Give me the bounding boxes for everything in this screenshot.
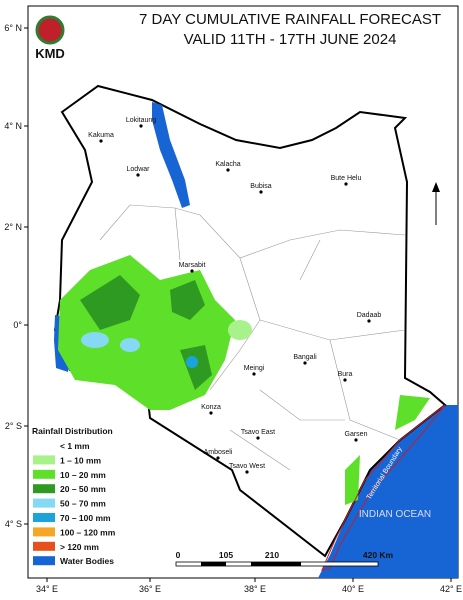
place-dot <box>226 168 230 172</box>
place-label: Dadaab <box>357 312 382 319</box>
rain-coast <box>345 455 360 505</box>
legend-label: 20 – 50 mm <box>60 484 106 494</box>
lon-label: 34° E <box>36 584 58 594</box>
place-label: Tsavo East <box>241 429 275 436</box>
place-label: Bura <box>338 371 353 378</box>
place-dot <box>190 269 194 273</box>
place-dot <box>245 470 249 474</box>
lat-label: 6° N <box>4 23 22 33</box>
rainfall-areas <box>58 255 446 571</box>
lat-label: 2° S <box>5 421 22 431</box>
place-dot <box>252 372 256 376</box>
rain-50-70 <box>120 338 140 352</box>
rain-20-50 <box>80 275 140 330</box>
north-arrow <box>432 182 440 225</box>
rain-1-10 <box>228 320 252 340</box>
place-dot <box>344 182 348 186</box>
place-dot <box>136 173 140 177</box>
place-dot <box>343 378 347 382</box>
title-line: 7 DAY CUMULATIVE RAINFALL FORECAST <box>139 11 441 28</box>
lat-label: 4° N <box>4 121 22 131</box>
scale-label: 420 Km <box>363 550 394 560</box>
place-label: Tsavo West <box>229 463 265 470</box>
lake-turkana <box>152 102 190 208</box>
legend-swatch <box>33 541 55 551</box>
logo-text: KMD <box>35 46 65 61</box>
legend-label: Water Bodies <box>60 556 114 566</box>
place-dot <box>354 438 358 442</box>
ocean <box>318 405 458 578</box>
lon-label: 40° E <box>342 584 364 594</box>
legend-label: < 1 mm <box>60 441 90 451</box>
place-dot <box>99 139 103 143</box>
legend-swatch <box>33 498 55 508</box>
legend-swatch <box>33 527 55 537</box>
lon-label: 42° E <box>440 584 462 594</box>
rain-coast <box>395 395 430 430</box>
scale-label: 0 <box>176 550 181 560</box>
place-label: Bubisa <box>250 183 272 190</box>
scale-bar-segment <box>201 562 226 566</box>
place-dot <box>139 124 143 128</box>
lon-label: 38° E <box>244 584 266 594</box>
north-arrow-head <box>432 182 440 192</box>
title-line: VALID 11TH - 17TH JUNE 2024 <box>184 31 397 48</box>
place-dot <box>209 411 213 415</box>
legend-label: 70 – 100 mm <box>60 513 111 523</box>
legend-label: 50 – 70 mm <box>60 499 106 509</box>
place-dot <box>259 190 263 194</box>
legend-title: Rainfall Distribution <box>32 426 113 436</box>
logo-emblem <box>35 15 65 45</box>
place-label: Kalacha <box>215 161 240 168</box>
place-label: Amboseli <box>204 449 233 456</box>
legend-label: > 120 mm <box>60 542 99 552</box>
scale-label: 210 <box>265 550 279 560</box>
legend-swatch <box>33 513 55 522</box>
place-dot <box>367 319 371 323</box>
legend-swatch <box>33 556 55 566</box>
place-label: Bangali <box>293 354 317 361</box>
legend-swatch <box>33 441 55 450</box>
place-label: Bute Helu <box>331 175 362 182</box>
place-label: Lokitaung <box>126 117 156 124</box>
lat-label: 2° N <box>4 222 22 232</box>
place-label: Konza <box>201 404 221 411</box>
ocean-label: INDIAN OCEAN <box>359 509 431 520</box>
legend-label: 1 – 10 mm <box>60 455 102 465</box>
rain-70-100 <box>186 356 198 368</box>
place-dot <box>256 436 260 440</box>
scale-bar-segment <box>251 562 301 566</box>
scale-label: 105 <box>219 550 233 560</box>
place-label: Lodwar <box>127 166 151 173</box>
legend-swatch <box>33 484 55 494</box>
place-label: Marsabit <box>179 262 206 269</box>
place-dot <box>303 361 307 365</box>
legend-label: 10 – 20 mm <box>60 470 106 480</box>
territorial-boundary <box>321 404 446 571</box>
rain-20-50 <box>180 345 212 390</box>
legend-swatch <box>33 455 55 465</box>
rain-20-50 <box>170 280 205 320</box>
place-dot <box>216 456 220 460</box>
place-label: Garsen <box>345 431 368 438</box>
rain-50-70 <box>81 332 109 348</box>
lon-label: 36° E <box>139 584 161 594</box>
logo: KMD <box>35 15 65 61</box>
legend-label: 100 – 120 mm <box>60 527 116 537</box>
place-label: Kakuma <box>88 132 114 139</box>
lat-label: 4° S <box>5 519 22 529</box>
legend-swatch <box>33 469 55 479</box>
lat-label: 0° <box>13 320 22 330</box>
place-label: Meingi <box>244 365 265 372</box>
